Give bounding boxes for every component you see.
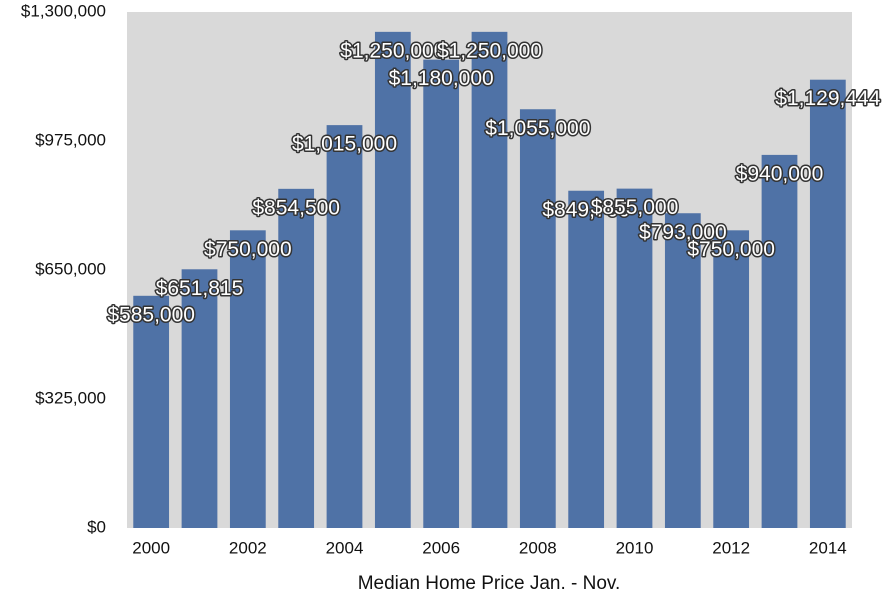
y-tick-label: $0 xyxy=(87,517,106,536)
value-label: $855,000 xyxy=(591,196,679,219)
y-tick-label: $325,000 xyxy=(35,388,106,407)
value-label: $1,250,000 xyxy=(437,39,542,62)
x-tick-label: 2014 xyxy=(809,538,847,557)
bar xyxy=(568,190,605,528)
value-label: $940,000 xyxy=(736,162,824,185)
bar xyxy=(809,79,846,529)
bar xyxy=(713,230,750,529)
bar xyxy=(278,188,315,528)
value-label: $1,129,444 xyxy=(775,87,880,110)
bar xyxy=(761,154,798,528)
x-tick-label: 2002 xyxy=(229,538,267,557)
x-tick-label: 2010 xyxy=(616,538,654,557)
value-label: $1,055,000 xyxy=(485,117,590,140)
y-tick-label: $1,300,000 xyxy=(21,1,106,20)
value-labels: $585,000 $651,815 $750,000 $854,500 $1,015,0… xyxy=(106,38,882,328)
x-tick-label: 2004 xyxy=(326,538,364,557)
value-label: $750,000 xyxy=(204,238,292,261)
value-label: $1,015,000 xyxy=(292,133,397,156)
bar xyxy=(181,269,218,528)
bar xyxy=(616,188,653,528)
value-label: $1,250,000 xyxy=(340,39,445,62)
bar xyxy=(374,31,411,528)
value-label: $651,815 xyxy=(156,277,244,300)
bar xyxy=(423,59,460,528)
bar xyxy=(326,125,363,528)
value-label: $849,700 xyxy=(542,198,630,221)
y-tick-label: $650,000 xyxy=(35,259,106,278)
bar xyxy=(664,213,701,529)
x-tick-label: 2012 xyxy=(712,538,750,557)
value-label: $854,500 xyxy=(252,196,340,219)
bar xyxy=(229,230,266,529)
bar xyxy=(133,295,170,528)
x-tick-label: 2000 xyxy=(132,538,170,557)
value-label: $750,000 xyxy=(687,238,775,261)
x-axis-label: Median Home Price Jan. - Nov. xyxy=(358,573,621,594)
value-label: $585,000 xyxy=(107,303,195,326)
bar xyxy=(519,109,556,528)
value-label: $1,180,000 xyxy=(389,67,494,90)
x-tick-label: 2006 xyxy=(422,538,460,557)
bar xyxy=(471,31,508,528)
value-label: $793,000 xyxy=(639,221,727,244)
x-tick-label: 2008 xyxy=(519,538,557,557)
y-tick-label: $975,000 xyxy=(35,130,106,149)
